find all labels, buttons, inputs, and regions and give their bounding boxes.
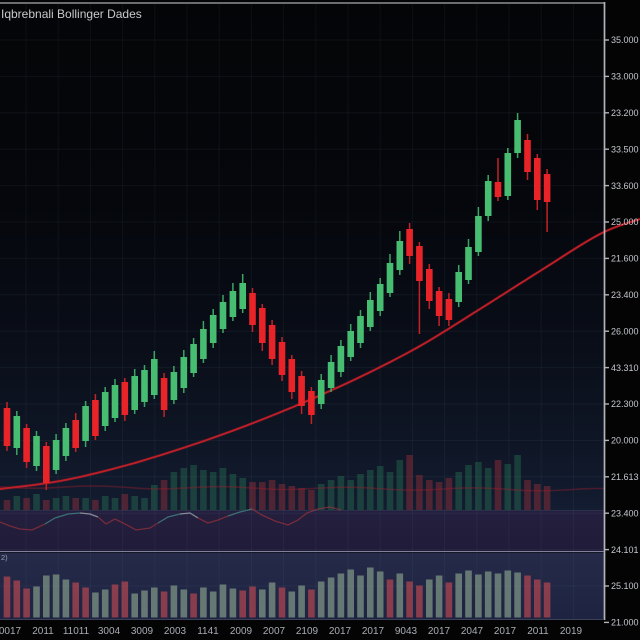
svg-text:3009: 3009 bbox=[131, 626, 154, 637]
svg-text:22.300: 22.300 bbox=[611, 399, 639, 409]
svg-text:33.000: 33.000 bbox=[611, 72, 639, 82]
svg-text:25.100: 25.100 bbox=[611, 581, 639, 591]
svg-text:21.000: 21.000 bbox=[611, 618, 639, 628]
svg-text:2017: 2017 bbox=[494, 626, 517, 637]
svg-text:23.400: 23.400 bbox=[611, 290, 639, 300]
svg-text:35.000: 35.000 bbox=[611, 35, 639, 45]
svg-text:43.310: 43.310 bbox=[611, 363, 639, 373]
svg-text:2011: 2011 bbox=[32, 626, 54, 637]
svg-text:21.613: 21.613 bbox=[611, 472, 639, 482]
svg-text:26.000: 26.000 bbox=[611, 326, 639, 336]
svg-text:1141: 1141 bbox=[197, 626, 219, 637]
svg-text:2017: 2017 bbox=[428, 626, 451, 637]
svg-text:9043: 9043 bbox=[395, 626, 418, 637]
svg-text:11011: 11011 bbox=[63, 626, 90, 637]
svg-text:23.400: 23.400 bbox=[611, 508, 639, 518]
svg-text:3004: 3004 bbox=[98, 626, 121, 637]
svg-text:21.600: 21.600 bbox=[611, 254, 639, 264]
svg-text:2011: 2011 bbox=[527, 626, 549, 637]
svg-text:33.600: 33.600 bbox=[611, 181, 639, 191]
svg-text:2017: 2017 bbox=[362, 626, 385, 637]
svg-text:2007: 2007 bbox=[263, 626, 286, 637]
svg-text:2109: 2109 bbox=[296, 626, 319, 637]
svg-text:23.200: 23.200 bbox=[611, 108, 639, 118]
svg-text:2047: 2047 bbox=[461, 626, 484, 637]
svg-text:25.000: 25.000 bbox=[611, 217, 639, 227]
svg-text:2003: 2003 bbox=[164, 626, 187, 637]
svg-text:2): 2) bbox=[1, 553, 8, 562]
svg-text:33.500: 33.500 bbox=[611, 144, 639, 154]
svg-text:20.000: 20.000 bbox=[611, 436, 639, 446]
svg-text:2009: 2009 bbox=[230, 626, 253, 637]
svg-text:2017: 2017 bbox=[329, 626, 352, 637]
svg-text:2019: 2019 bbox=[560, 626, 583, 637]
svg-text:24.101: 24.101 bbox=[611, 545, 639, 555]
svg-text:Iqbrebnali Bollinger Dades: Iqbrebnali Bollinger Dades bbox=[1, 7, 142, 21]
svg-text:0017: 0017 bbox=[0, 626, 22, 637]
